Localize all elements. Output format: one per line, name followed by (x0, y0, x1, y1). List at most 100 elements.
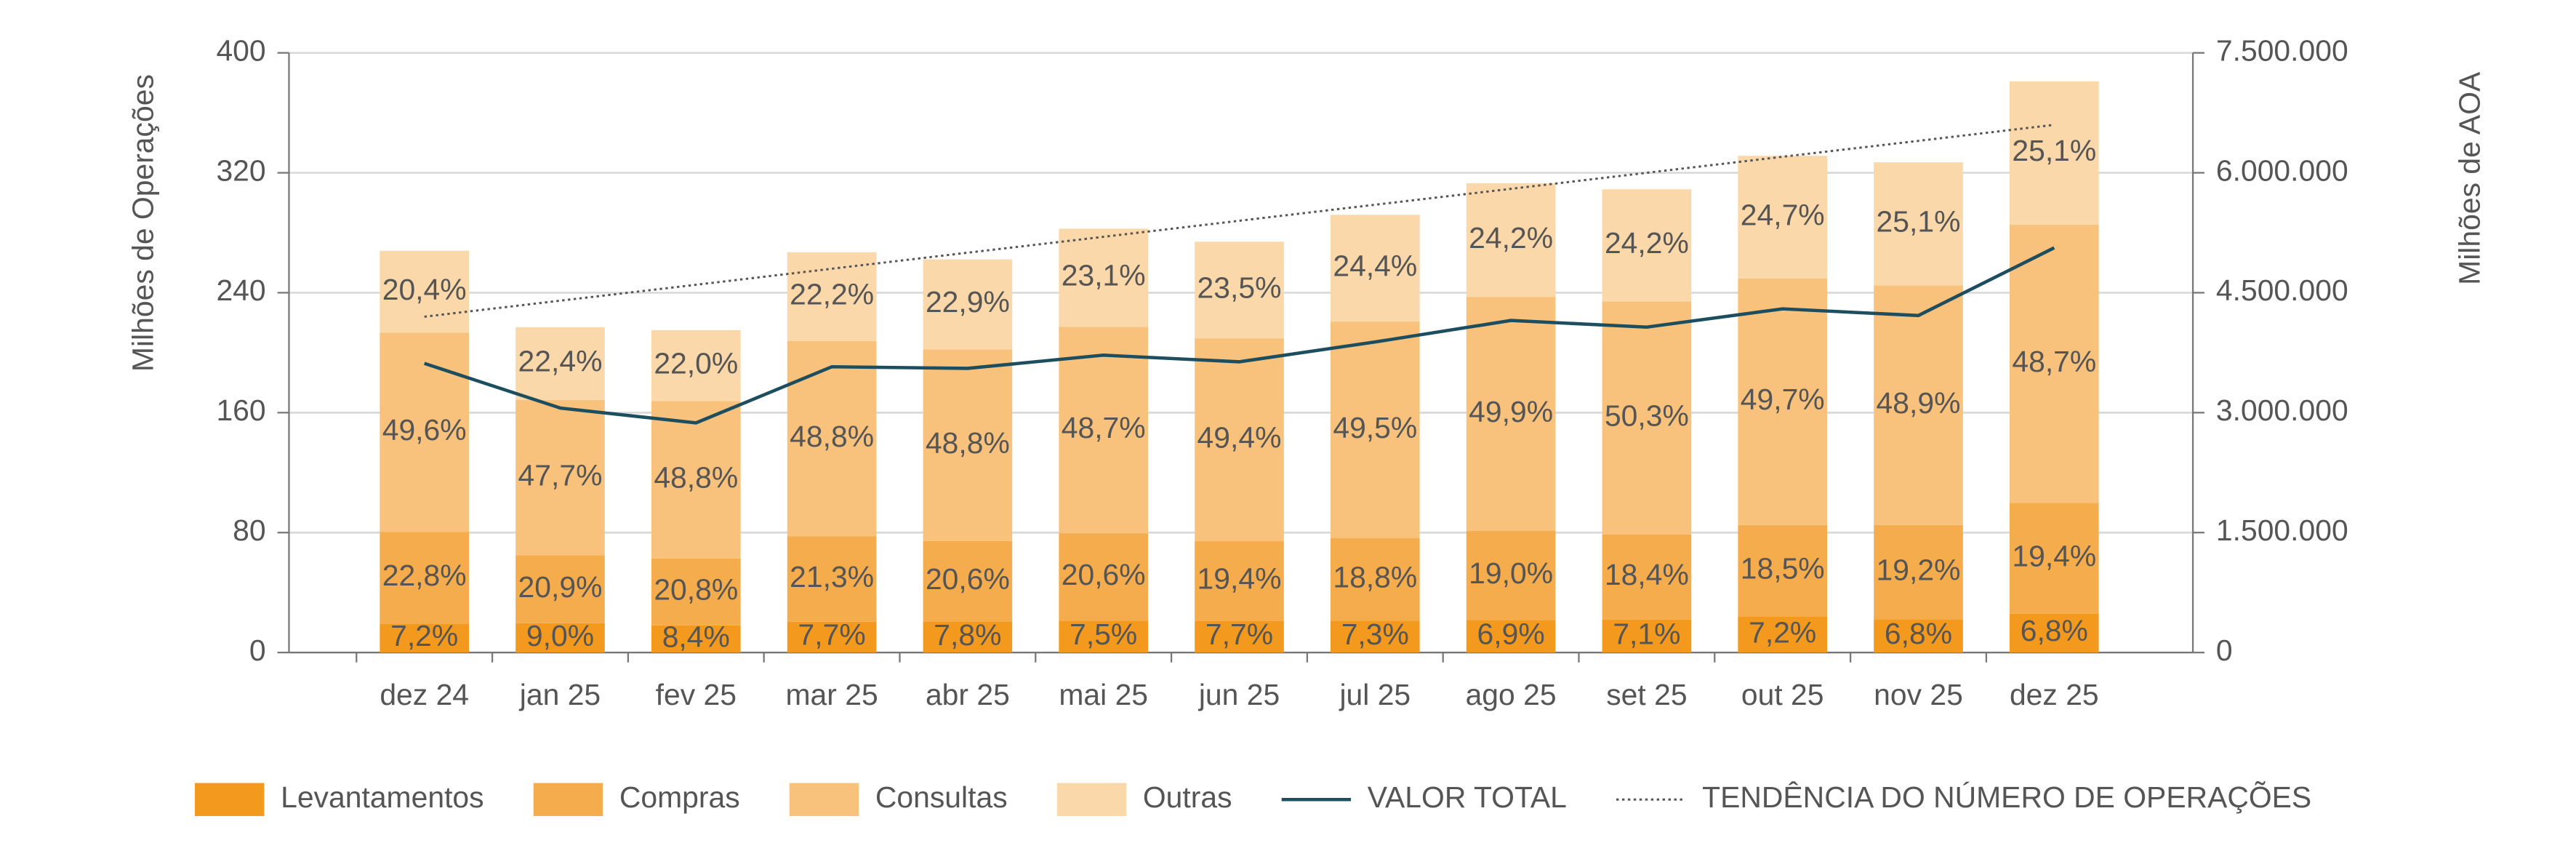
x-tick-label: mai 25 (1059, 678, 1148, 711)
data-label: 6,8% (2021, 614, 2088, 647)
bar-segment (923, 349, 1013, 541)
y-tick-label: 400 (216, 33, 265, 67)
line-series (424, 124, 2055, 318)
data-label: 24,2% (1469, 221, 1553, 255)
bar-segment (1059, 228, 1149, 327)
data-label: 48,9% (1877, 386, 1961, 420)
data-label: 48,8% (926, 426, 1010, 460)
y2-tick-label: 0 (2216, 634, 2233, 667)
data-label: 18,8% (1333, 560, 1417, 594)
data-label: 24,7% (1741, 198, 1825, 231)
y-tick-label: 160 (216, 393, 265, 427)
data-label: 20,8% (654, 573, 738, 607)
bar-segment (1602, 534, 1692, 620)
x-tick-label: out 25 (1741, 678, 1824, 711)
bar-segment (2009, 81, 2099, 225)
bar-segment (1330, 620, 1420, 653)
data-label: 8,4% (662, 620, 730, 653)
y-axis-title: Milhões de Operações (127, 74, 160, 372)
bar-segment (787, 252, 877, 341)
data-label: 7,7% (1205, 618, 1273, 651)
y2-tick-label: 4.500.000 (2216, 273, 2348, 307)
bar-segment (515, 327, 605, 401)
data-label: 22,9% (926, 285, 1010, 319)
bar-segment (2009, 503, 2099, 614)
legend-swatch (1056, 783, 1127, 816)
y2-tick-label: 3.000.000 (2216, 393, 2348, 427)
x-tick-label: dez 25 (2010, 678, 2099, 711)
bar-segment (1195, 541, 1284, 621)
bar-segment (1330, 321, 1420, 539)
data-label: 21,3% (790, 560, 874, 594)
bar-segment (1738, 616, 1828, 653)
y-tick-label: 80 (233, 514, 265, 547)
data-label: 18,5% (1741, 552, 1825, 586)
legend-label: Levantamentos (281, 780, 484, 814)
data-label: 48,7% (1062, 411, 1146, 444)
data-label: 19,4% (2012, 539, 2096, 572)
y-tick-label: 0 (249, 634, 266, 667)
data-label: 23,5% (1197, 271, 1282, 305)
data-label: 22,8% (382, 559, 467, 592)
data-label: 49,4% (1197, 420, 1282, 454)
legend-label: Outras (1143, 780, 1232, 814)
bar-segment (1874, 285, 1963, 525)
bar-segment (1195, 241, 1284, 339)
bar-segment (1602, 189, 1692, 302)
bar-segment (651, 558, 741, 626)
bar-segment (1738, 524, 1828, 617)
data-label: 22,2% (790, 278, 874, 311)
data-label: 25,1% (2012, 134, 2096, 167)
bar-segment (2009, 224, 2099, 503)
data-label: 23,1% (1062, 259, 1146, 292)
bar-segment (1874, 162, 1963, 286)
data-label: 9,0% (526, 619, 594, 652)
bar-segment (1059, 327, 1149, 534)
bar-segment (787, 536, 877, 622)
y2-tick-label: 7.500.000 (2216, 33, 2348, 67)
data-label: 18,4% (1605, 558, 1689, 591)
bar-segment (1466, 531, 1556, 620)
data-label: 7,7% (798, 618, 866, 652)
bar-segment (787, 340, 877, 537)
data-label: 7,1% (1613, 617, 1680, 650)
bar-segment (380, 250, 470, 333)
bar-segment (1874, 524, 1963, 620)
line-series (423, 246, 2055, 425)
bar-segment (1195, 620, 1284, 653)
y2-tick-label: 6.000.000 (2216, 153, 2348, 187)
bar-segment (651, 625, 741, 653)
bar-segment (1059, 533, 1149, 621)
legend-label: VALOR TOTAL (1368, 780, 1567, 814)
bar-segment (1602, 301, 1692, 535)
bar-segment (515, 623, 605, 653)
data-label: 49,9% (1469, 395, 1553, 428)
data-label: 48,8% (790, 420, 874, 453)
x-tick-label: jan 25 (519, 678, 601, 711)
legend-swatch (789, 783, 859, 816)
data-label: 49,6% (382, 413, 467, 447)
legend-label: TENDÊNCIA DO NÚMERO DE OPERAÇÕES (1702, 780, 2311, 814)
y-tick-label: 320 (216, 153, 265, 187)
bar-segment (1738, 278, 1828, 525)
bar-segment (1874, 619, 1963, 653)
bar-segment (380, 532, 470, 624)
bar-segment (1466, 183, 1556, 297)
data-label: 20,9% (518, 570, 603, 604)
y2-axis-title: Milhões de AOA (2453, 71, 2487, 285)
data-label: 7,3% (1341, 618, 1409, 651)
x-tick-label: dez 24 (380, 678, 469, 711)
x-tick-label: jul 25 (1339, 678, 1411, 711)
data-label: 48,8% (654, 460, 738, 494)
data-label: 47,7% (518, 459, 603, 492)
bar-segment (923, 621, 1013, 653)
bar-segment (1738, 156, 1828, 279)
data-label: 19,0% (1469, 556, 1553, 590)
x-tick-label: mar 25 (785, 678, 878, 711)
data-label: 22,0% (654, 347, 738, 380)
bar-segment (1330, 215, 1420, 322)
data-label: 7,2% (390, 619, 458, 652)
bar-segment (1466, 620, 1556, 653)
data-label: 7,5% (1070, 618, 1137, 651)
